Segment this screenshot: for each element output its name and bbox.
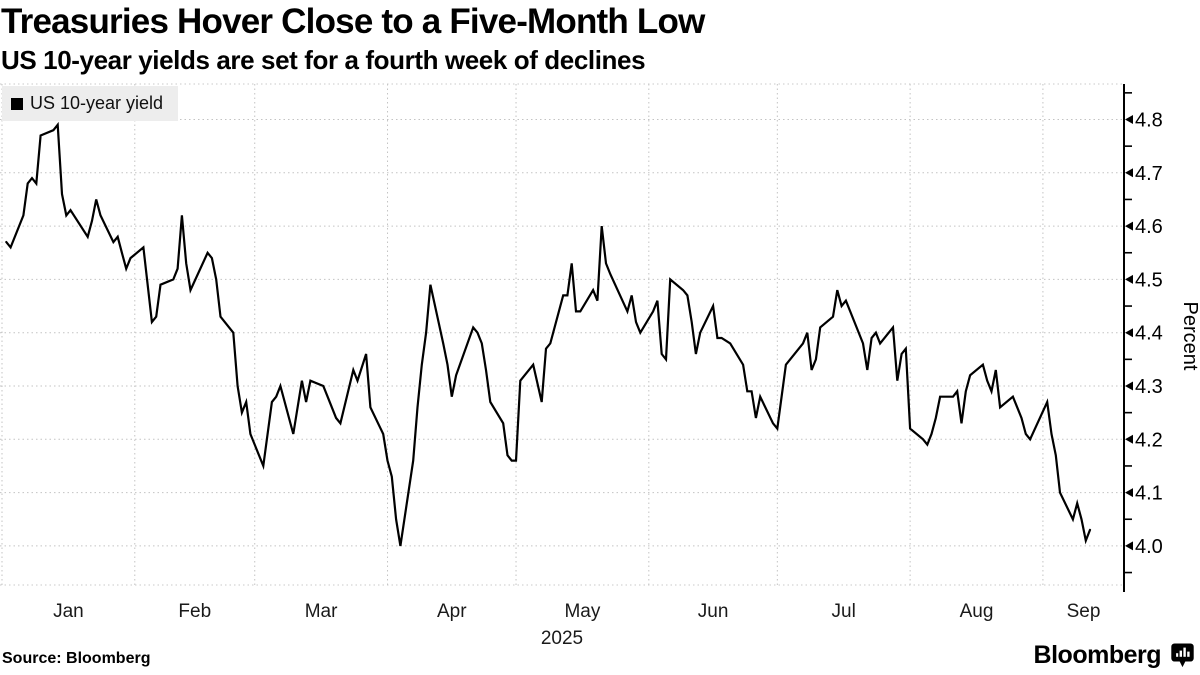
- page-subtitle: US 10-year yields are set for a fourth w…: [1, 45, 646, 75]
- y-axis-tick-arrow: [1125, 328, 1133, 338]
- x-axis-month-label: Mar: [305, 601, 338, 622]
- y-axis: 4.0 4.1 4.2 4.3 4.4 4.5 4.6 4.7 4.8: [1123, 84, 1163, 592]
- y-axis-tick-label: 4.6: [1135, 216, 1163, 238]
- y-axis-tick-arrow: [1125, 541, 1133, 551]
- bloomberg-logo: Bloomberg: [1034, 641, 1195, 670]
- y-axis-tick-label: 4.7: [1135, 163, 1163, 185]
- y-axis-tick-label: 4.8: [1135, 110, 1163, 132]
- y-axis-tick-label: 4.3: [1135, 376, 1163, 398]
- y-axis-title: Percent: [1179, 302, 1200, 371]
- y-axis-tick-label: 4.4: [1135, 323, 1163, 345]
- legend: US 10-year yield: [2, 86, 179, 121]
- y-axis-tick-arrow: [1125, 221, 1133, 231]
- legend-label: US 10-year yield: [30, 93, 164, 113]
- y-axis-tick-arrow: [1125, 381, 1133, 391]
- y-axis-tick-arrow: [1125, 168, 1133, 178]
- source-note: Source: Bloomberg: [2, 650, 151, 667]
- page-title: Treasuries Hover Close to a Five-Month L…: [1, 2, 705, 41]
- x-axis-month-label: May: [564, 601, 600, 622]
- y-axis-tick-arrow: [1125, 434, 1133, 444]
- x-axis-labels: Jan Feb Mar Apr May Jun Jul Aug Sep: [53, 601, 1100, 622]
- x-axis-month-label: Jan: [53, 601, 84, 622]
- bloomberg-wordmark: Bloomberg: [1033, 641, 1162, 669]
- y-axis-tick-label: 4.2: [1135, 429, 1163, 451]
- legend-swatch-icon: [11, 97, 23, 110]
- y-axis-tick-label: 4.5: [1135, 269, 1163, 291]
- x-axis-month-label: Apr: [437, 601, 467, 622]
- yield-line-group: [5, 121, 1092, 547]
- x-axis-month-label: Feb: [178, 601, 211, 622]
- y-axis-tick-label: 4.1: [1135, 483, 1163, 505]
- bloomberg-bubble-bars-icon: [1171, 643, 1194, 668]
- yield-line: [5, 121, 1092, 547]
- x-axis-month-label: Aug: [960, 601, 994, 622]
- x-axis-month-label: Jun: [698, 601, 729, 622]
- y-axis-tick-arrow: [1125, 274, 1133, 284]
- y-axis-tick-label: 4.0: [1135, 536, 1163, 558]
- x-axis-month-label: Jul: [832, 601, 856, 622]
- x-axis-year-label: 2025: [541, 628, 583, 649]
- horizontal-gridlines: [0, 83, 1124, 586]
- x-axis-month-label: Sep: [1067, 601, 1101, 622]
- y-axis-tick-arrow: [1125, 488, 1133, 498]
- y-axis-tick-arrow: [1125, 115, 1133, 124]
